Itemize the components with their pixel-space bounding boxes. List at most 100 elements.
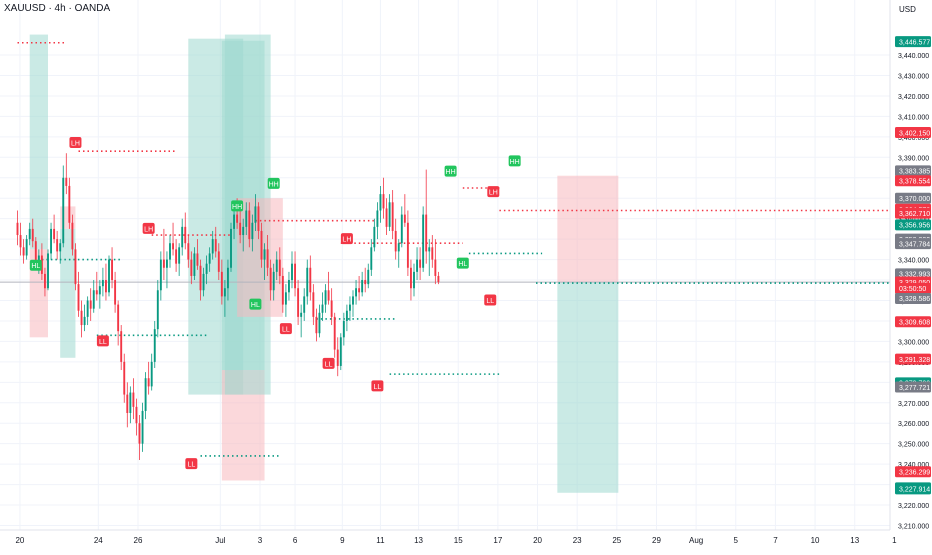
candle-body xyxy=(120,331,123,362)
price-tag: 3,236.299 xyxy=(895,466,931,478)
candle xyxy=(59,239,62,264)
price-tag-bg xyxy=(895,207,931,219)
pivot-label: LH xyxy=(142,222,155,234)
x-tick-label: 11 xyxy=(376,536,385,545)
candle-body xyxy=(181,226,184,248)
price-tag: 03:50:50 xyxy=(895,282,931,294)
price-tag-text: 3,332.993 xyxy=(899,272,930,279)
price-tag-text: 3,446.577 xyxy=(899,39,930,46)
candle-body xyxy=(169,243,171,260)
price-tag: 3,383.385 xyxy=(895,165,931,177)
pivot-label-text: HL xyxy=(251,302,260,309)
candle xyxy=(178,243,181,276)
candle xyxy=(342,312,345,346)
candle xyxy=(105,263,107,301)
y-tick-label: 3,210.000 xyxy=(898,524,929,531)
candle xyxy=(132,378,135,420)
price-tag: 3,227.914 xyxy=(895,483,931,495)
y-tick-label: 3,250.000 xyxy=(898,442,929,449)
price-tag-text: 03:50:50 xyxy=(899,286,926,293)
pivot-label: HL xyxy=(29,259,42,271)
x-tick-label: Jul xyxy=(215,536,225,545)
candle xyxy=(92,280,95,313)
pivot-label: LH xyxy=(487,186,500,198)
candle xyxy=(312,284,315,326)
candle-body xyxy=(135,406,138,424)
candle xyxy=(413,263,415,297)
pivot-label-text: HH xyxy=(269,181,279,188)
candle xyxy=(394,218,397,260)
candle-body xyxy=(95,290,98,295)
candle-body xyxy=(178,247,181,264)
candle-body xyxy=(22,247,25,256)
candle xyxy=(193,247,196,281)
candle xyxy=(425,169,428,264)
candle xyxy=(361,271,364,297)
candle-body xyxy=(333,316,336,350)
candle xyxy=(138,415,141,461)
candle-body xyxy=(25,239,28,256)
price-tag: 3,378.554 xyxy=(895,175,931,187)
y-tick-label: 3,270.000 xyxy=(898,401,929,408)
candle-body xyxy=(303,296,306,313)
pivot-label-text: LL xyxy=(282,327,290,334)
candle-body xyxy=(239,222,242,236)
candle xyxy=(257,202,260,240)
pivot-label: LL xyxy=(279,323,292,335)
candle-body xyxy=(144,378,147,411)
symbol-title[interactable]: XAUUSD · 4h · OANDA xyxy=(4,3,111,14)
candle xyxy=(300,304,303,338)
price-tag: 3,328.586 xyxy=(895,292,931,304)
candle-body xyxy=(141,410,144,444)
candle-body xyxy=(162,259,165,268)
candle-body xyxy=(339,337,342,366)
candle xyxy=(147,361,150,395)
candle-body xyxy=(330,300,333,317)
candle-body xyxy=(345,310,348,321)
candle-body xyxy=(385,208,388,227)
pivot-label: HH xyxy=(267,177,280,189)
price-tag-text: 3,356.956 xyxy=(899,223,930,230)
candle xyxy=(111,247,113,289)
candle-body xyxy=(59,243,62,252)
y-tick-label: 3,260.000 xyxy=(898,421,929,428)
candle-body xyxy=(275,259,278,272)
candle xyxy=(217,243,220,281)
pivot-label-text: LL xyxy=(374,384,382,391)
price-tag: 3,347.784 xyxy=(895,238,931,250)
candle-body xyxy=(105,280,107,293)
price-tag-bg xyxy=(895,238,931,250)
candle xyxy=(358,275,361,301)
pivot-label-bg xyxy=(340,233,353,245)
price-tag: 3,291.328 xyxy=(895,353,931,365)
candle xyxy=(376,202,379,240)
candle xyxy=(431,235,434,268)
candle-body xyxy=(248,210,251,240)
candle-body xyxy=(190,259,193,276)
candle-body xyxy=(278,259,281,276)
candle xyxy=(284,284,287,317)
candle-body xyxy=(187,243,190,260)
candle-body xyxy=(217,251,220,272)
candle-body xyxy=(98,286,101,295)
y-tick-label: 3,390.000 xyxy=(898,155,929,162)
candle xyxy=(175,239,178,272)
candle xyxy=(330,288,333,326)
candle-body xyxy=(382,194,385,209)
pivot-label: LL xyxy=(484,294,497,306)
pivot-label-bg xyxy=(231,200,244,212)
pivot-label-bg xyxy=(444,165,457,177)
candle xyxy=(291,251,293,289)
candle xyxy=(114,271,117,313)
candle-body xyxy=(260,230,263,260)
candle xyxy=(108,255,110,297)
candle-body xyxy=(352,296,354,305)
candle xyxy=(22,239,25,264)
candle-body xyxy=(108,259,110,293)
candle-body xyxy=(114,280,117,305)
candle-body xyxy=(199,265,202,291)
candle xyxy=(80,300,83,338)
candle-body xyxy=(257,206,260,231)
